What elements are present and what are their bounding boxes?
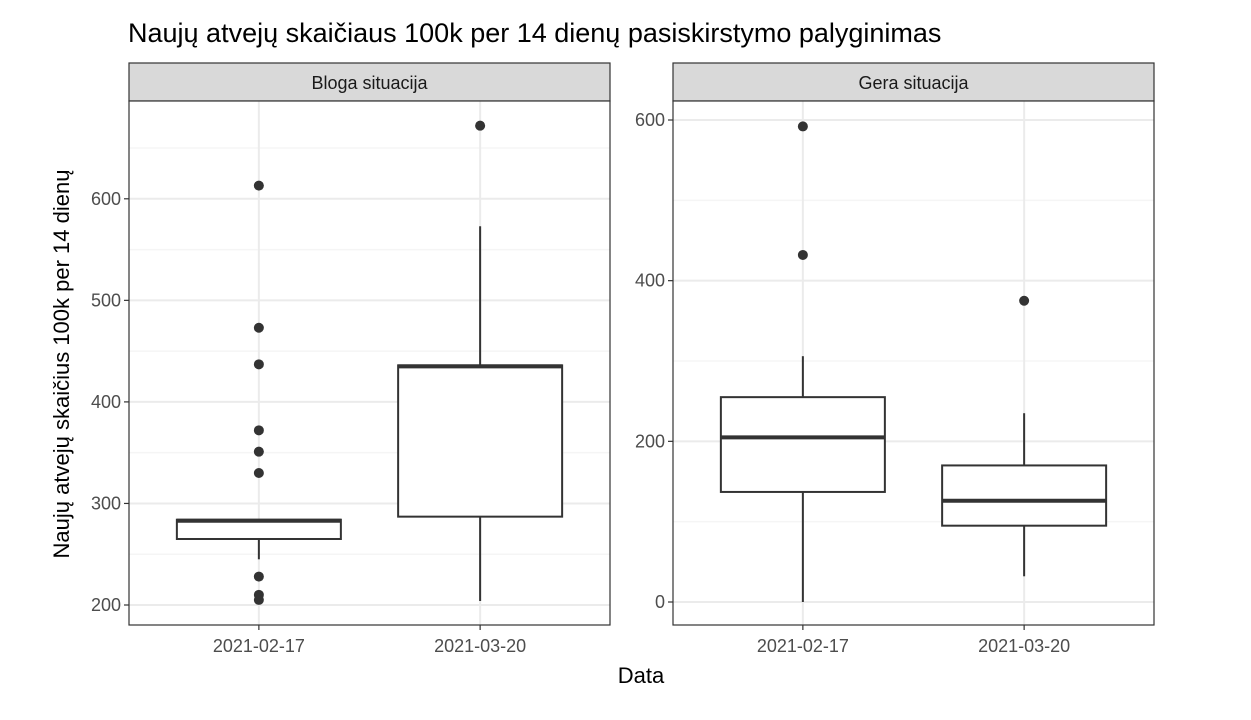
facet-strip-label: Bloga situacija: [311, 73, 428, 93]
facet-strip: [128, 62, 611, 102]
box-iqr: [941, 464, 1108, 527]
panel-background: [673, 101, 1154, 625]
y-tick-label: 200: [91, 595, 121, 615]
boxplot-2021-02-17: [719, 121, 886, 602]
facet-panel-2: Gera situacija 0 200 400 600 2021-02-17 2021-0…: [635, 62, 1155, 656]
y-tick-label: 600: [91, 189, 121, 209]
y-tick-label: 600: [635, 110, 665, 130]
boxplot-2021-02-17: [175, 180, 342, 605]
y-tick-label: 500: [91, 290, 121, 310]
y-tick-label: 300: [91, 493, 121, 513]
panel-background: [129, 101, 610, 625]
y-tick-label: 400: [91, 392, 121, 412]
outlier-point: [475, 120, 486, 131]
box-iqr: [397, 364, 564, 518]
boxplot-2021-03-20: [397, 120, 564, 601]
y-tick-label: 200: [635, 431, 665, 451]
outlier-point: [253, 180, 264, 191]
outlier-point: [253, 446, 264, 457]
outlier-point: [253, 322, 264, 333]
y-tick-label: 400: [635, 271, 665, 291]
boxplot-2021-03-20: [941, 295, 1108, 577]
outlier-point: [253, 359, 264, 370]
outlier-point: [797, 249, 808, 260]
outlier-point: [1019, 295, 1030, 306]
x-tick-label: 2021-02-17: [213, 636, 305, 656]
y-axis-title: Naujų atvejų skaičius 100k per 14 dienų: [49, 170, 74, 559]
box-iqr: [719, 396, 886, 493]
facet-strip-label: Gera situacija: [858, 73, 969, 93]
chart-title: Naujų atvejų skaičiaus 100k per 14 dienų…: [128, 18, 941, 48]
x-axis-title: Data: [618, 663, 665, 688]
facet-strip: [672, 62, 1155, 102]
outlier-point: [253, 425, 264, 436]
facet-panels: Bloga situacija 200 300 400 500 600 2021-02-17…: [91, 62, 1155, 656]
x-tick-label: 2021-03-20: [434, 636, 526, 656]
y-tick-label: 0: [655, 592, 665, 612]
x-tick-label: 2021-02-17: [757, 636, 849, 656]
facet-panel-1: Bloga situacija 200 300 400 500 600 2021-02-17…: [91, 62, 611, 656]
outlier-point: [253, 467, 264, 478]
outlier-point: [253, 571, 264, 582]
x-tick-label: 2021-03-20: [978, 636, 1070, 656]
outlier-point: [797, 121, 808, 132]
panel-border: [672, 100, 1155, 626]
outlier-point: [253, 594, 264, 605]
panel-border: [128, 100, 611, 626]
